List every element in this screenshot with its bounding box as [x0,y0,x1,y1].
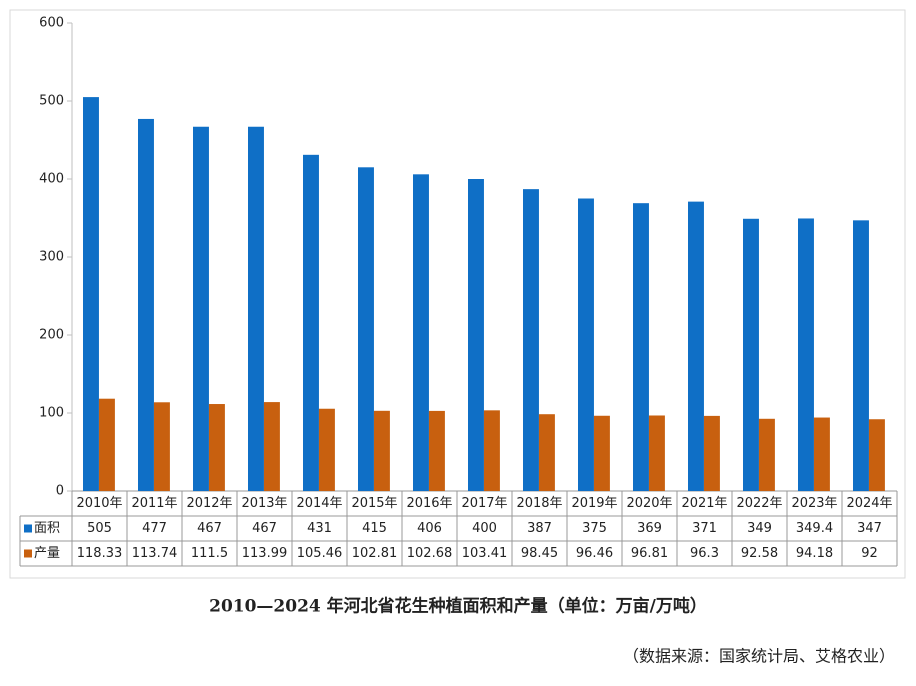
table-value: 102.68 [407,546,453,561]
x-tick-label: 2019年 [571,496,617,511]
y-tick-label: 400 [39,172,64,187]
bar [468,179,484,491]
table-value: 406 [417,521,442,536]
table-value: 375 [582,521,607,536]
table-value: 103.41 [462,546,508,561]
bar [633,203,649,491]
source: （数据来源：国家统计局、艾格农业） [623,647,895,666]
x-tick-label: 2022年 [736,496,782,511]
table-value: 347 [857,521,882,536]
bar [743,218,759,491]
table-value: 477 [142,521,167,536]
bar [263,402,280,491]
x-tick-label: 2012年 [186,496,232,511]
table-value: 349 [747,521,772,536]
table-value: 371 [692,521,717,536]
bar [703,415,720,491]
bar [593,415,610,491]
y-tick-label: 0 [56,484,64,499]
table-value: 92 [861,546,878,561]
bar [538,414,555,491]
y-tick-label: 300 [39,250,64,265]
bar [318,408,335,491]
x-tick-label: 2010年 [76,496,122,511]
table-value: 349.4 [796,521,833,536]
y-tick-label: 100 [39,406,64,421]
bar [688,201,704,491]
table-value: 369 [637,521,662,536]
x-tick-label: 2016年 [406,496,452,511]
table-value: 102.81 [352,546,398,561]
table-value: 505 [87,521,112,536]
bar [413,174,429,491]
table-value: 431 [307,521,332,536]
bar [868,419,885,491]
bar [578,198,594,491]
legend-swatch [24,549,32,558]
bar [138,118,154,491]
x-tick-label: 2014年 [296,496,342,511]
x-tick-label: 2023年 [791,496,837,511]
table-value: 92.58 [741,546,778,561]
table-value: 400 [472,521,497,536]
table-value: 96.81 [631,546,668,561]
table-value: 94.18 [796,546,833,561]
y-tick-label: 500 [39,94,64,109]
bar [208,404,225,491]
table-value: 113.74 [132,546,178,561]
bar [83,97,99,491]
x-tick-label: 2021年 [681,496,727,511]
bar [758,418,775,491]
x-tick-label: 2017年 [461,496,507,511]
chart-frame [9,9,906,579]
table-value: 387 [527,521,552,536]
table-value: 105.46 [297,546,343,561]
bar [193,126,209,492]
bar [248,126,264,492]
legend-label: 产量 [34,546,60,561]
chart-title: 2010—2024 年河北省花生种植面积和产量（单位：万亩/万吨） [209,596,707,617]
x-tick-label: 2011年 [131,496,177,511]
x-tick-label: 2018年 [516,496,562,511]
bar [523,189,539,491]
bar [153,402,170,491]
x-tick-label: 2020年 [626,496,672,511]
x-tick-label: 2015年 [351,496,397,511]
table-value: 98.45 [521,546,558,561]
table-value: 113.99 [242,546,288,561]
bar [358,167,374,492]
table-value: 467 [252,521,277,536]
x-tick-label: 2013年 [241,496,287,511]
table-value: 118.33 [77,546,123,561]
table-value: 415 [362,521,387,536]
bar [813,417,830,491]
bar [648,415,665,491]
bar [428,410,445,491]
legend-label: 面积 [34,521,60,536]
bar [483,410,500,491]
table-value: 111.5 [191,546,228,561]
legend-swatch [24,524,32,533]
table-value: 96.3 [690,546,719,561]
y-tick-label: 600 [39,16,64,31]
table-value: 96.46 [576,546,613,561]
bar [98,398,115,491]
y-tick-label: 200 [39,328,64,343]
bar [798,218,814,491]
bar [373,410,390,491]
table-value: 467 [197,521,222,536]
x-tick-label: 2024年 [846,496,892,511]
bar [853,220,869,491]
bar [303,154,319,491]
